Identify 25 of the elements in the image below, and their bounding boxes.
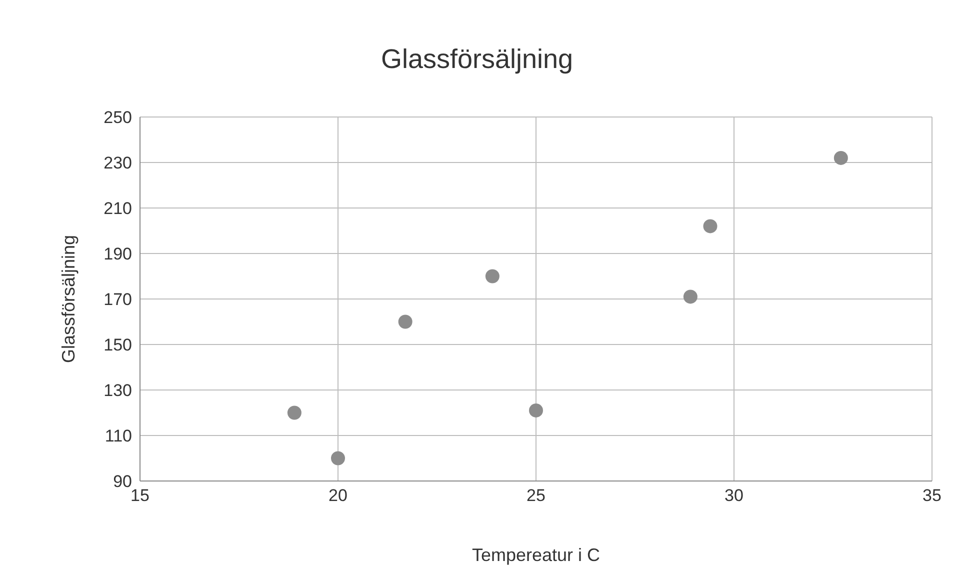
point: [834, 150, 848, 165]
y-axis-title: Glassförsäljning: [58, 234, 78, 364]
y-tick-label: 210: [104, 199, 132, 218]
x-axis-title: Tempereatur i C: [472, 545, 600, 565]
y-tick-label: 90: [113, 472, 132, 492]
x-tick-label: 30: [724, 486, 744, 506]
x-tick-label: 20: [328, 486, 348, 506]
y-tick-label: 150: [104, 336, 132, 355]
point: [331, 451, 345, 466]
y-tick-label: 250: [104, 108, 132, 128]
x-tick-label: 35: [922, 486, 942, 506]
point: [529, 403, 543, 418]
x-tick-label: 25: [526, 486, 546, 506]
chart-title: Glassförsäljning: [380, 44, 574, 75]
y-tick-label: 230: [104, 154, 132, 173]
x-tick-label: 15: [130, 486, 150, 506]
point: [485, 269, 500, 284]
y-tick-label: 110: [104, 426, 132, 446]
y-tick-label: 190: [104, 244, 132, 264]
point: [683, 290, 698, 304]
point: [398, 314, 412, 329]
point: [287, 406, 302, 420]
y-tick-label: 130: [104, 381, 132, 400]
point: [703, 219, 718, 234]
y-tick-label: 170: [104, 290, 132, 310]
